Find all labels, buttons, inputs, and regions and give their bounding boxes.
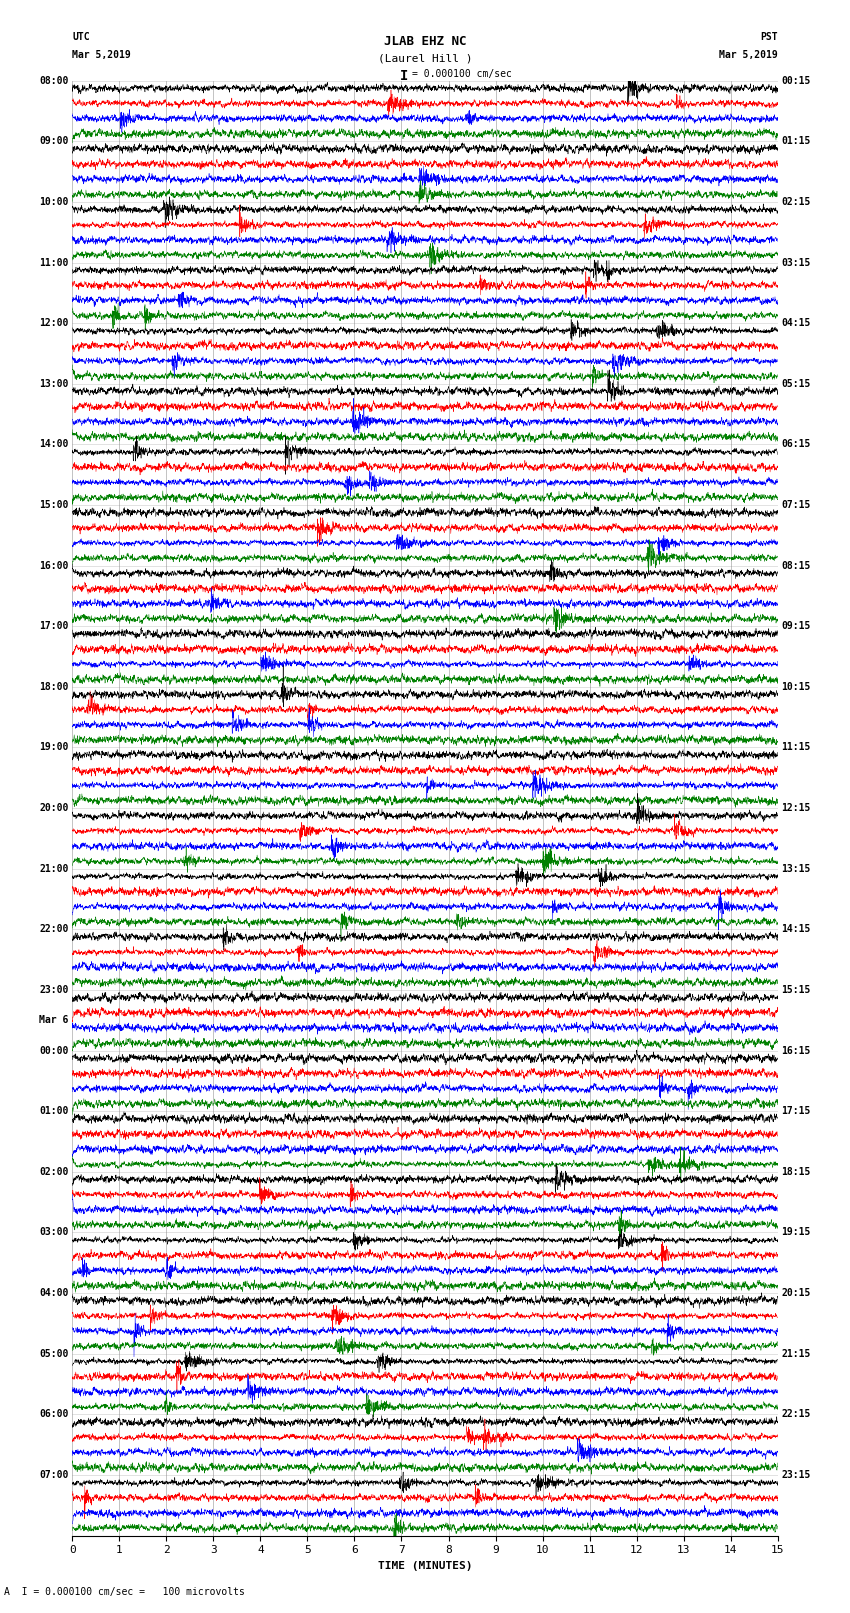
Text: 07:15: 07:15 bbox=[781, 500, 811, 510]
Text: 13:00: 13:00 bbox=[39, 379, 69, 389]
Text: 06:00: 06:00 bbox=[39, 1410, 69, 1419]
Text: 15:00: 15:00 bbox=[39, 500, 69, 510]
Text: = 0.000100 cm/sec: = 0.000100 cm/sec bbox=[412, 69, 512, 79]
Text: 09:15: 09:15 bbox=[781, 621, 811, 631]
Text: 11:15: 11:15 bbox=[781, 742, 811, 753]
Text: 01:00: 01:00 bbox=[39, 1107, 69, 1116]
Text: 03:00: 03:00 bbox=[39, 1227, 69, 1237]
Text: 05:00: 05:00 bbox=[39, 1348, 69, 1358]
Text: 17:15: 17:15 bbox=[781, 1107, 811, 1116]
Text: 23:00: 23:00 bbox=[39, 986, 69, 995]
Text: 14:00: 14:00 bbox=[39, 439, 69, 450]
Text: 22:15: 22:15 bbox=[781, 1410, 811, 1419]
Text: 09:00: 09:00 bbox=[39, 135, 69, 147]
Text: 12:00: 12:00 bbox=[39, 318, 69, 327]
Text: 22:00: 22:00 bbox=[39, 924, 69, 934]
Text: 17:00: 17:00 bbox=[39, 621, 69, 631]
Text: 10:00: 10:00 bbox=[39, 197, 69, 206]
Text: 19:00: 19:00 bbox=[39, 742, 69, 753]
Text: 06:15: 06:15 bbox=[781, 439, 811, 450]
Text: 16:15: 16:15 bbox=[781, 1045, 811, 1055]
Text: JLAB EHZ NC: JLAB EHZ NC bbox=[383, 35, 467, 48]
Text: 16:00: 16:00 bbox=[39, 561, 69, 571]
Text: 00:15: 00:15 bbox=[781, 76, 811, 85]
Text: 08:00: 08:00 bbox=[39, 76, 69, 85]
Text: Mar 5,2019: Mar 5,2019 bbox=[72, 50, 131, 60]
Text: 14:15: 14:15 bbox=[781, 924, 811, 934]
Text: 20:00: 20:00 bbox=[39, 803, 69, 813]
Text: 02:00: 02:00 bbox=[39, 1166, 69, 1177]
Text: 21:15: 21:15 bbox=[781, 1348, 811, 1358]
Text: PST: PST bbox=[760, 32, 778, 42]
X-axis label: TIME (MINUTES): TIME (MINUTES) bbox=[377, 1561, 473, 1571]
Text: 15:15: 15:15 bbox=[781, 986, 811, 995]
Text: 12:15: 12:15 bbox=[781, 803, 811, 813]
Text: 18:15: 18:15 bbox=[781, 1166, 811, 1177]
Text: 20:15: 20:15 bbox=[781, 1289, 811, 1298]
Text: 19:15: 19:15 bbox=[781, 1227, 811, 1237]
Text: UTC: UTC bbox=[72, 32, 90, 42]
Text: I: I bbox=[400, 69, 408, 84]
Text: 01:15: 01:15 bbox=[781, 135, 811, 147]
Text: 23:15: 23:15 bbox=[781, 1469, 811, 1481]
Text: 00:00: 00:00 bbox=[39, 1045, 69, 1055]
Text: 03:15: 03:15 bbox=[781, 258, 811, 268]
Text: (Laurel Hill ): (Laurel Hill ) bbox=[377, 53, 473, 63]
Text: 04:15: 04:15 bbox=[781, 318, 811, 327]
Text: 08:15: 08:15 bbox=[781, 561, 811, 571]
Text: 04:00: 04:00 bbox=[39, 1289, 69, 1298]
Text: Mar 6: Mar 6 bbox=[39, 1015, 69, 1026]
Text: 10:15: 10:15 bbox=[781, 682, 811, 692]
Text: A  I = 0.000100 cm/sec =   100 microvolts: A I = 0.000100 cm/sec = 100 microvolts bbox=[4, 1587, 245, 1597]
Text: 02:15: 02:15 bbox=[781, 197, 811, 206]
Text: Mar 5,2019: Mar 5,2019 bbox=[719, 50, 778, 60]
Text: 11:00: 11:00 bbox=[39, 258, 69, 268]
Text: 05:15: 05:15 bbox=[781, 379, 811, 389]
Text: 13:15: 13:15 bbox=[781, 863, 811, 874]
Text: 18:00: 18:00 bbox=[39, 682, 69, 692]
Text: 21:00: 21:00 bbox=[39, 863, 69, 874]
Text: 07:00: 07:00 bbox=[39, 1469, 69, 1481]
